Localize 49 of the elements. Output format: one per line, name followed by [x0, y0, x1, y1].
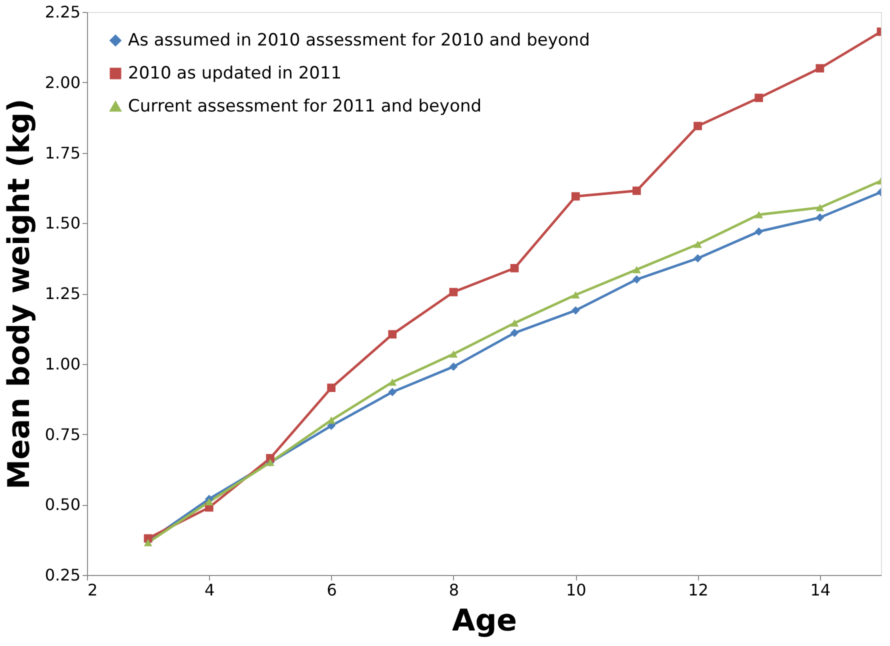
x-tick-label: 4 [204, 580, 215, 600]
point [694, 254, 702, 262]
point [571, 291, 580, 299]
y-tick-label: 2.00 [44, 72, 80, 92]
point [510, 264, 519, 272]
y-tick-label: 1.75 [44, 143, 80, 162]
legend-label: As assumed in 2010 assessment for 2010 and beyond [128, 30, 590, 50]
x-tick-label: 2 [88, 580, 98, 600]
point [754, 227, 764, 236]
y-axis-title: Mean body weight (kg) [2, 98, 37, 490]
point [388, 330, 397, 338]
point [510, 328, 519, 338]
x-tick-label: 14 [810, 580, 831, 600]
point [632, 266, 641, 274]
point [388, 388, 397, 396]
point [449, 288, 458, 296]
point [204, 498, 214, 506]
point [388, 378, 397, 386]
point [816, 64, 824, 72]
legend-label: Current assessment for 2011 and beyond [128, 96, 482, 116]
point [449, 362, 458, 371]
legend-label: 2010 as updated in 2011 [128, 64, 342, 84]
point [816, 213, 824, 222]
point [327, 384, 336, 392]
x-tick-label: 6 [326, 580, 337, 600]
point [754, 94, 764, 102]
point [694, 240, 702, 248]
point [694, 122, 702, 130]
y-tick-label: 1.00 [44, 354, 80, 374]
point [510, 319, 519, 327]
x-tick-label: 8 [448, 580, 460, 600]
point [632, 186, 641, 195]
y-tick-label: 0.50 [44, 495, 80, 514]
point [754, 211, 764, 218]
point [571, 192, 580, 201]
y-tick-label: 2.25 [44, 2, 80, 22]
y-tick-label: 1.25 [44, 284, 80, 303]
y-tick-label: 0.75 [44, 424, 80, 444]
point [632, 275, 641, 284]
x-axis-title: Age [452, 604, 518, 638]
point [144, 534, 152, 543]
x-tick-label: 12 [688, 580, 708, 600]
point [327, 416, 336, 424]
point [816, 204, 824, 212]
y-tick-label: 0.25 [44, 566, 80, 584]
point [449, 350, 458, 358]
point [571, 306, 580, 315]
x-tick-label: 10 [566, 580, 586, 600]
y-tick-label: 1.50 [44, 214, 80, 233]
